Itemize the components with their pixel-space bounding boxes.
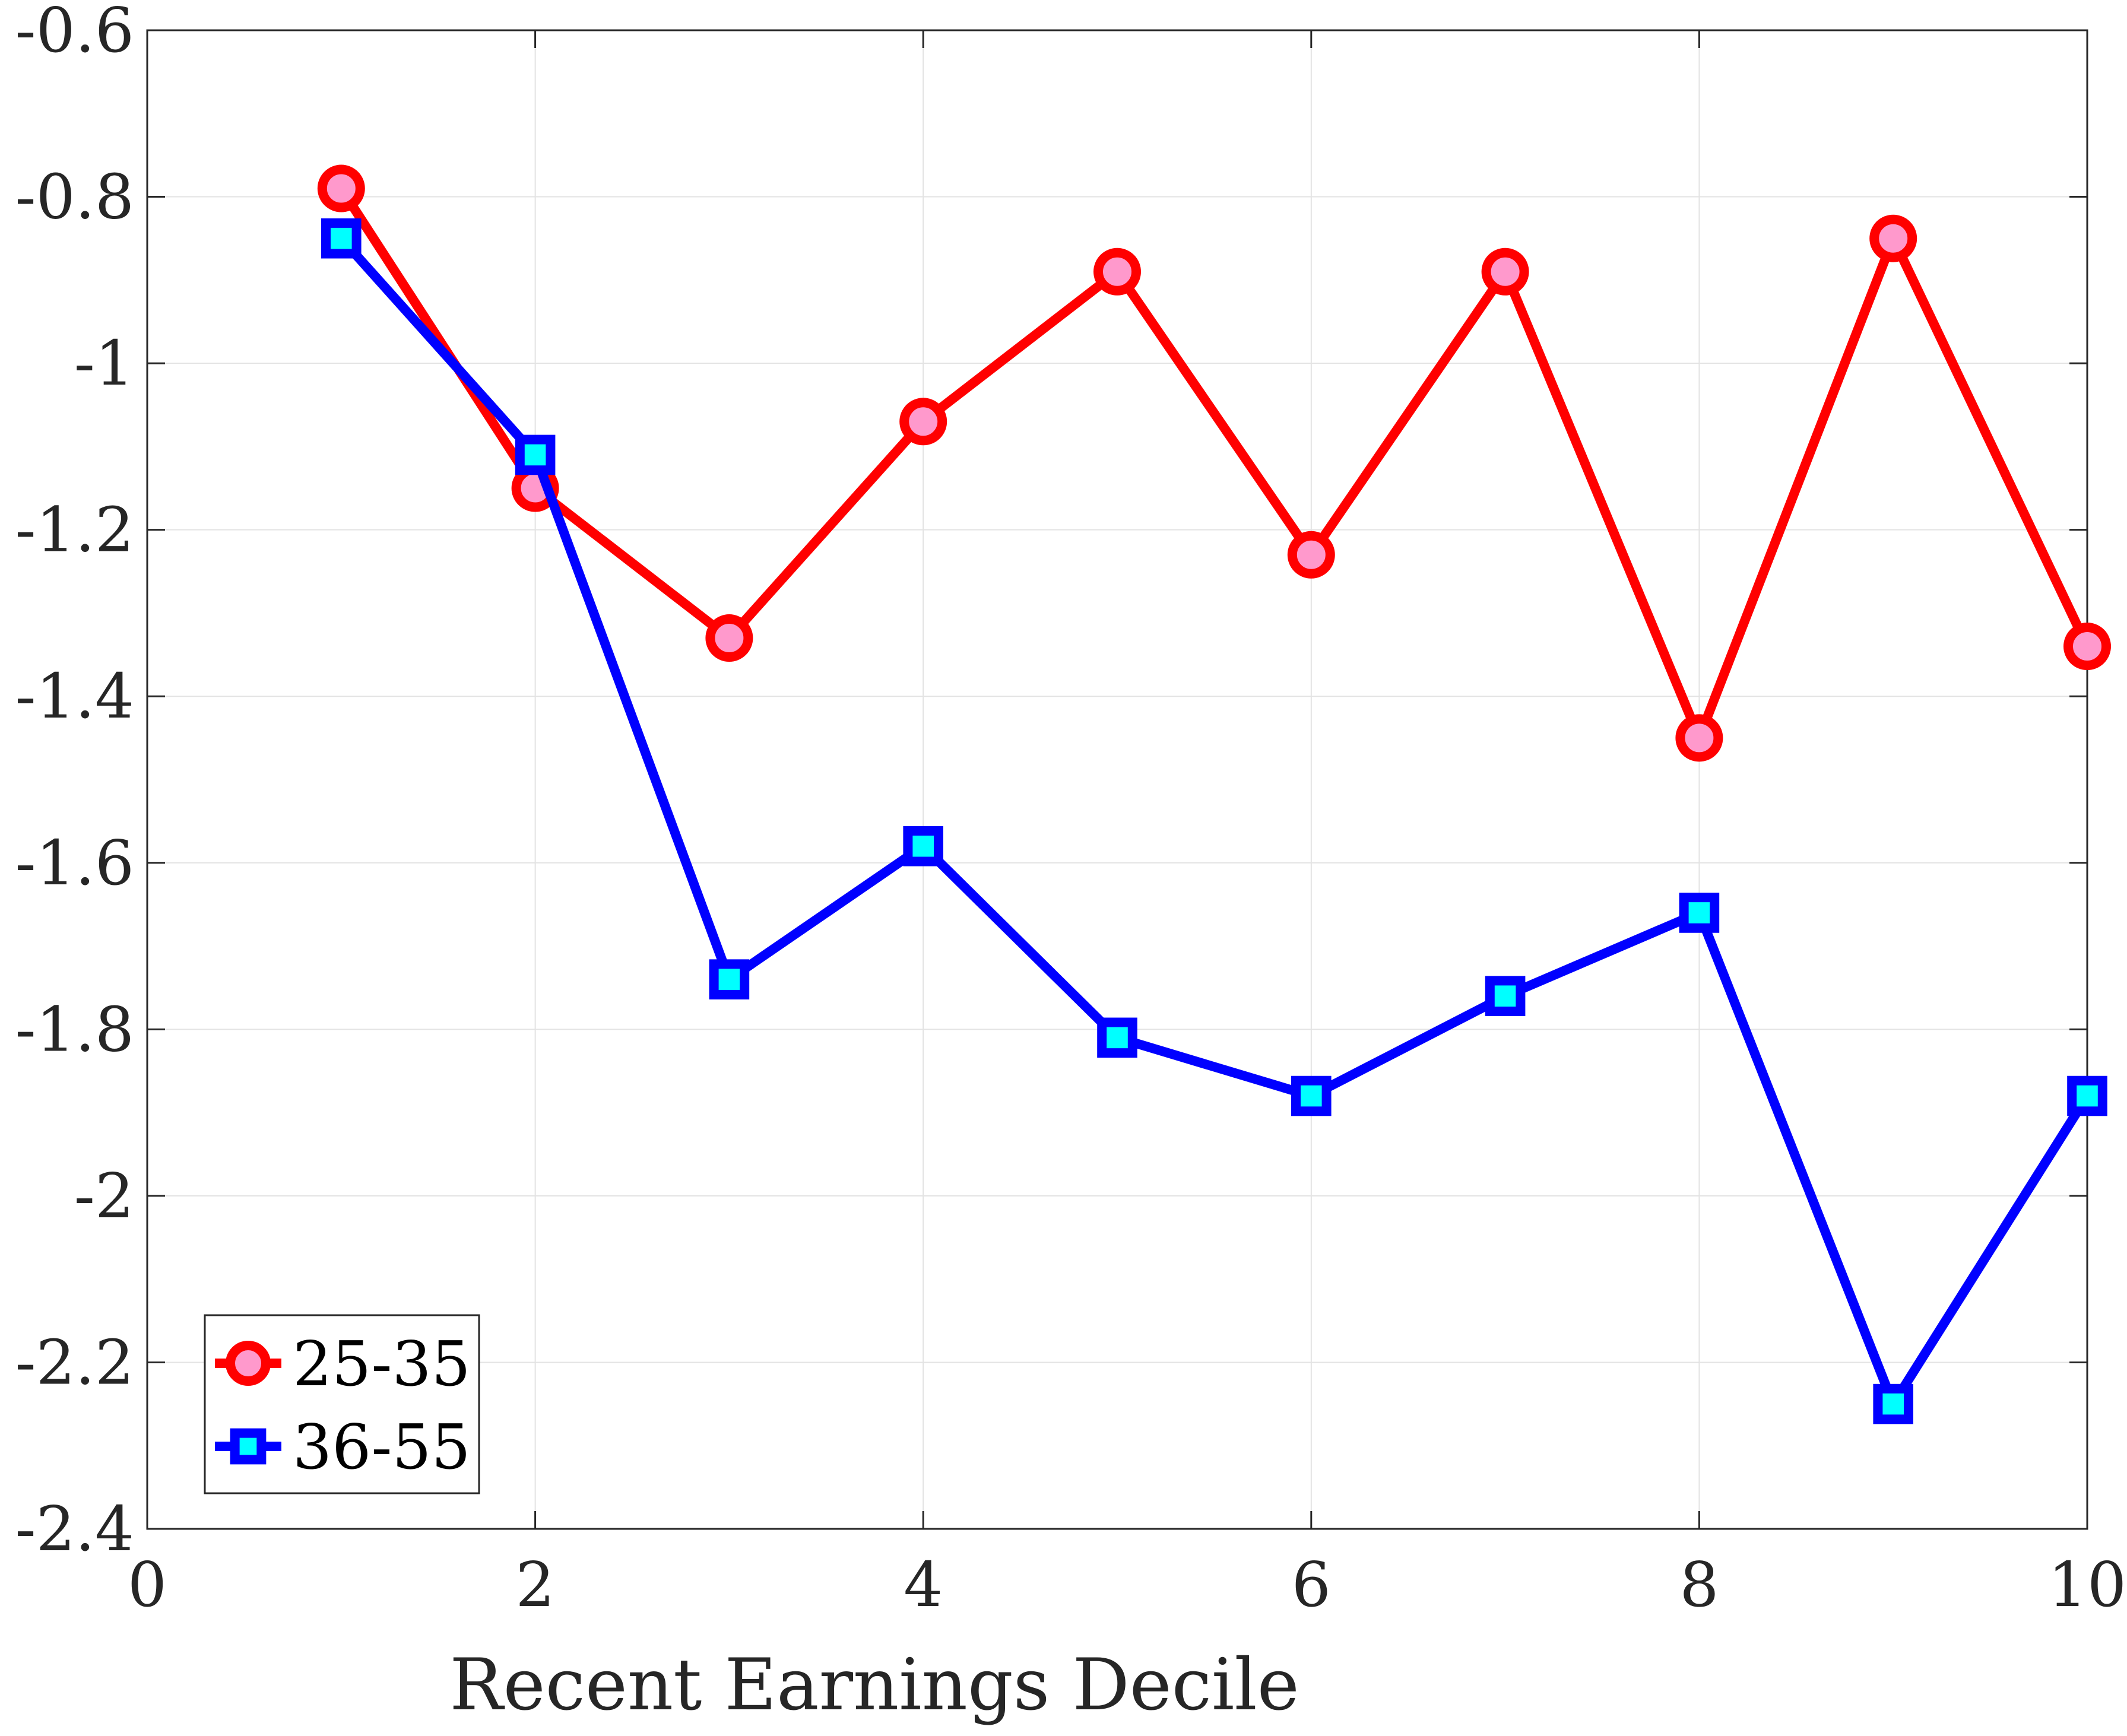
data-point-25-35 bbox=[1869, 214, 1917, 262]
x-tick-label: 0 bbox=[128, 1548, 167, 1621]
data-point-25-35 bbox=[899, 398, 947, 446]
data-point-36-55 bbox=[1873, 1383, 1913, 1424]
data-point-25-35 bbox=[1287, 531, 1335, 579]
legend-label: 36-55 bbox=[293, 1411, 471, 1483]
y-tick-label: -0.8 bbox=[15, 161, 134, 233]
data-point-36-55 bbox=[515, 434, 556, 475]
y-axis-tick-labels: -0.6 -0.8 -1 -1.2 -1.4 -1.6 -1.8 -2 -2.2 -2.4 bbox=[15, 0, 134, 1565]
x-tick-label: 6 bbox=[1292, 1548, 1331, 1621]
x-tick-label: 2 bbox=[516, 1548, 555, 1621]
y-tick-label: -1.2 bbox=[15, 494, 134, 566]
y-tick-label: -2.4 bbox=[15, 1493, 134, 1565]
data-point-25-35 bbox=[705, 614, 753, 662]
y-tick-label: -1 bbox=[74, 327, 134, 399]
data-point-25-35 bbox=[1675, 714, 1723, 762]
series-layer bbox=[317, 164, 2111, 1424]
series-line-25-35 bbox=[337, 186, 2092, 743]
legend: 25-35 36-55 bbox=[204, 1314, 480, 1494]
data-point-36-55 bbox=[709, 959, 750, 999]
x-tick-label: 10 bbox=[2048, 1548, 2126, 1621]
x-tick-label: 8 bbox=[1679, 1548, 1719, 1621]
data-point-36-55 bbox=[903, 826, 944, 867]
series-25-35 bbox=[317, 164, 2111, 762]
legend-marker bbox=[230, 1428, 267, 1465]
series-36-55 bbox=[321, 218, 2107, 1424]
y-tick-label: -0.6 bbox=[15, 0, 134, 66]
data-point-25-35 bbox=[1093, 247, 1141, 296]
x-tick-label: 4 bbox=[904, 1548, 943, 1621]
y-tick-label: -2.2 bbox=[15, 1326, 134, 1398]
axis-ticks bbox=[146, 29, 2088, 1530]
data-point-36-55 bbox=[321, 218, 362, 259]
data-point-25-35 bbox=[317, 164, 365, 212]
y-tick-label: -1.8 bbox=[15, 993, 134, 1065]
plot-frame bbox=[146, 29, 2088, 1530]
x-axis-title: Recent Earnings Decile bbox=[449, 1644, 1299, 1727]
data-point-36-55 bbox=[1679, 893, 1720, 933]
legend-label: 25-35 bbox=[293, 1328, 471, 1400]
data-point-36-55 bbox=[1291, 1075, 1332, 1116]
y-tick-label: -2 bbox=[74, 1160, 134, 1232]
legend-marker bbox=[226, 1341, 271, 1386]
data-point-25-35 bbox=[1481, 247, 1529, 296]
series-line-36-55 bbox=[337, 235, 2091, 1409]
legend-item-25-35: 25-35 bbox=[215, 1328, 471, 1400]
legend-item-36-55: 36-55 bbox=[215, 1411, 471, 1483]
x-axis-tick-labels: 0 2 4 6 8 10 bbox=[128, 1548, 2126, 1621]
data-point-36-55 bbox=[2067, 1075, 2107, 1116]
data-point-25-35 bbox=[2063, 623, 2111, 671]
y-tick-label: -1.4 bbox=[15, 660, 134, 732]
y-tick-label: -1.6 bbox=[15, 827, 134, 899]
data-point-36-55 bbox=[1485, 976, 1526, 1017]
data-point-36-55 bbox=[1097, 1017, 1137, 1058]
